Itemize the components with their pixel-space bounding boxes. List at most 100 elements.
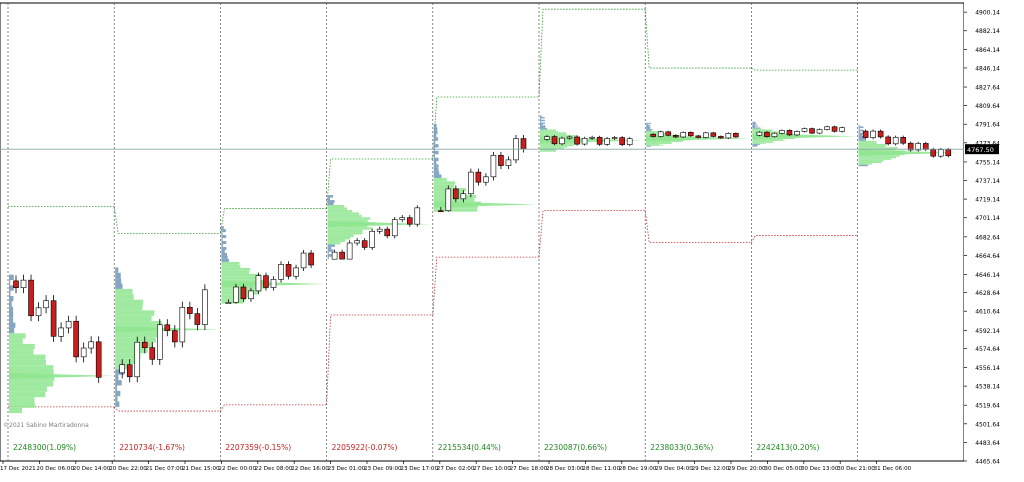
volume-profile-bar — [433, 150, 439, 155]
poc-volume-spike — [9, 372, 113, 379]
candle-body — [361, 240, 368, 248]
candle-body — [369, 230, 375, 248]
y-tick-label: 4791.64 — [975, 122, 1000, 129]
volume-profile-bar — [540, 116, 545, 119]
volume-profile-bar — [327, 232, 363, 235]
volume-profile-bar — [115, 401, 120, 407]
volume-profile-bar — [9, 402, 35, 408]
volume-profile-bar — [221, 244, 223, 247]
candle-body — [278, 264, 284, 280]
volume-profile-bar — [646, 124, 651, 126]
volume-profile-bar — [221, 258, 229, 262]
volume-profile-bar — [115, 294, 134, 300]
volume-profile-bar — [433, 164, 439, 168]
candle-body — [149, 347, 156, 360]
volume-profile-bar — [540, 129, 556, 131]
candle-body — [437, 210, 444, 212]
volume-profile-bar — [115, 358, 138, 365]
volume-profile-bar — [540, 148, 556, 151]
volume-profile-bar — [646, 128, 651, 130]
candle-body — [346, 242, 353, 260]
candle-body — [604, 138, 610, 145]
x-tick-label: 21 Dec 07:00 — [146, 466, 184, 472]
volume-profile-bar — [752, 141, 774, 143]
volume-profile-bar — [9, 311, 14, 318]
y-tick-label: 4592.14 — [975, 328, 1000, 335]
volume-profile-bar — [9, 381, 54, 387]
candle-body — [156, 324, 163, 360]
volume-profile-bar — [221, 232, 223, 236]
value-area-high-line — [644, 9, 752, 69]
candle-body — [73, 320, 79, 358]
volume-profile-bar — [115, 390, 121, 397]
volume-profile-bar — [221, 276, 259, 280]
candle-body — [566, 136, 573, 139]
volume-profile-bar — [540, 121, 542, 123]
volume-profile-bar — [115, 337, 156, 343]
session-volume-label: 2205922(-0.07%) — [332, 443, 398, 452]
poc-volume-spike — [433, 201, 538, 208]
candle-body — [172, 330, 178, 343]
volume-profile-bar — [327, 214, 362, 218]
volume-profile-bar — [115, 288, 133, 295]
volume-profile-bar — [9, 333, 26, 339]
candle-body — [657, 131, 664, 137]
y-tick-label: 4574.64 — [975, 346, 1000, 353]
candle-body — [119, 364, 125, 374]
candle-body — [28, 279, 34, 317]
candle-body — [611, 137, 618, 139]
volume-profile-bar — [327, 254, 333, 257]
candle-body — [559, 137, 565, 145]
volume-profile-bar — [9, 397, 35, 403]
volume-profile-bar — [221, 249, 225, 253]
candle-body — [831, 126, 838, 132]
y-tick-label: 4737.14 — [975, 178, 1000, 185]
x-tick-label: 27 Dec 10:00 — [473, 466, 511, 472]
volume-profile-bar — [433, 174, 442, 178]
volume-profile-bar — [858, 142, 877, 144]
volume-profile-bar — [858, 158, 892, 160]
value-area-low-line — [220, 404, 327, 412]
candle-body — [794, 131, 800, 136]
x-tick-label: 20 Dec 14:00 — [73, 466, 111, 472]
volume-profile-bar — [327, 251, 329, 255]
candle-body — [376, 228, 383, 232]
volume-profile-bar — [540, 122, 546, 124]
candle-body — [786, 130, 793, 136]
volume-profile-bar — [752, 145, 757, 147]
volume-profile-bar — [540, 146, 568, 148]
volume-profile-bar — [540, 125, 546, 127]
session-volume-label: 2207359(-0.15%) — [225, 443, 291, 452]
candle-body — [194, 313, 201, 325]
volume-profile-bar — [221, 270, 250, 274]
volume-profile-bar — [433, 184, 454, 189]
volume-profile-bar — [858, 124, 860, 127]
volume-profile-bar — [752, 142, 766, 144]
volume-profile-bar — [327, 249, 334, 252]
volume-profile-bar — [9, 375, 55, 382]
candle-body — [725, 133, 732, 139]
y-tick-label: 4519.64 — [975, 403, 1000, 410]
candle-body — [20, 279, 27, 288]
volume-profile-bar — [327, 246, 332, 250]
x-tick-label: 23 Dec 17:00 — [400, 466, 438, 472]
x-tick-label: 27 Dec 02:00 — [437, 466, 475, 472]
volume-profile-bar — [221, 264, 241, 268]
volume-profile-bar — [540, 133, 567, 136]
x-tick-label: 29 Dec 12:00 — [692, 466, 730, 472]
volume-profile-bar — [327, 195, 334, 198]
y-tick-label: 4682.64 — [975, 234, 1000, 241]
volume-profile-bar — [646, 131, 664, 133]
volume-profile-bar — [646, 127, 651, 129]
volume-profile-bar — [433, 177, 447, 182]
volume-profile-bar — [115, 385, 118, 391]
volume-profile-bar — [327, 239, 346, 242]
volume-profile-bar — [327, 204, 345, 208]
current-price-label: 4767.50 — [967, 146, 994, 154]
y-tick-label: 4809.64 — [975, 103, 1000, 110]
candle-body — [862, 130, 869, 138]
candle-body — [35, 307, 42, 317]
session-volume-label: 2215534(0.44%) — [438, 443, 501, 452]
x-tick-label: 28 Dec 03:00 — [546, 466, 584, 472]
volume-profile-bar — [752, 122, 756, 124]
